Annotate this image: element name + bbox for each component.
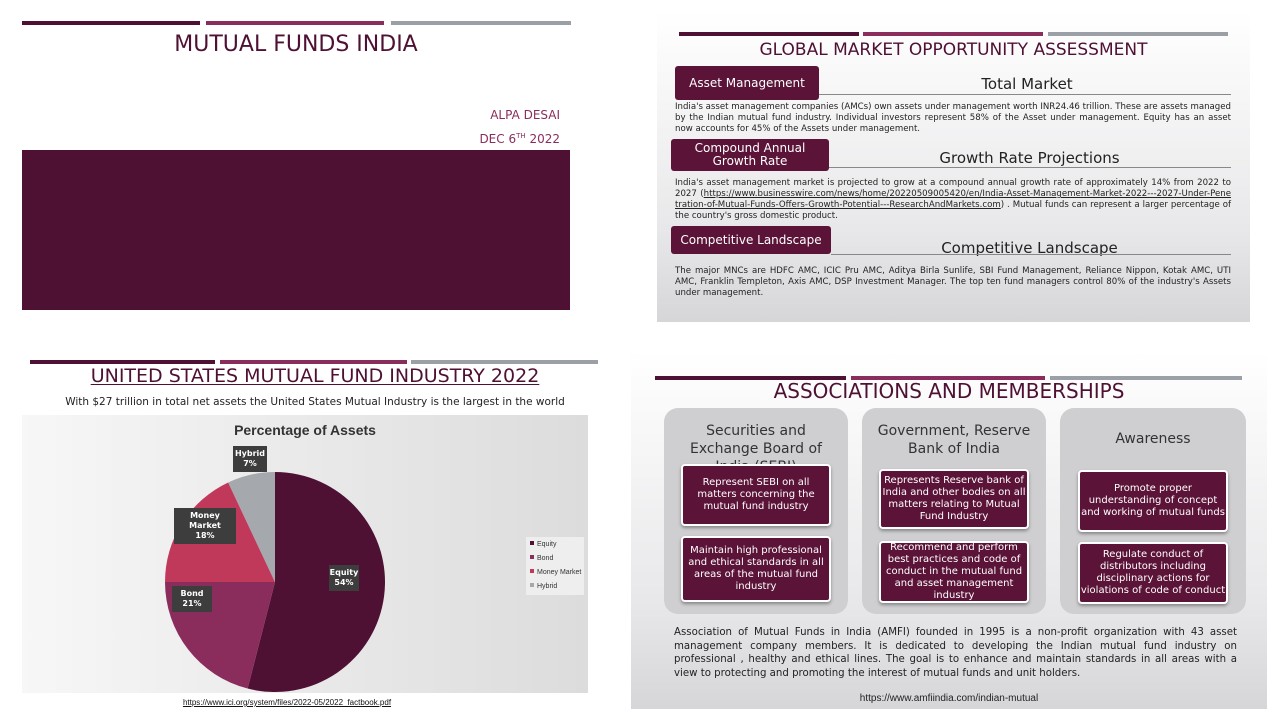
presentation-date: DEC 6TH 2022 [479, 132, 560, 146]
legend-swatch-bond [530, 555, 534, 559]
column-government: Government, Reserve Bank of India Repres… [862, 408, 1046, 614]
legend-label-money-market: Money Market [537, 569, 581, 576]
data-label-value: 7% [243, 459, 257, 468]
slide-title: UNITED STATES MUTUAL FUND INDUSTRY 2022 [90, 365, 540, 387]
accent-bar-mid [220, 360, 407, 364]
heading-total-market: Total Market [981, 75, 1073, 93]
slide-associations[interactable]: ASSOCIATIONS AND MEMBERSHIPS Securities … [631, 351, 1267, 709]
tag-compound-annual-growth-rate: Compound Annual Growth Rate [671, 139, 829, 171]
data-label-value: 18% [195, 531, 215, 540]
source-link[interactable]: https://www.ici.org/system/files/2022-05… [182, 698, 392, 707]
sebi-box-2: Maintain high professional and ethical s… [681, 536, 831, 602]
chart-title: Percentage of Assets [234, 422, 376, 438]
pie-chart-area: Percentage of Assets Equity Bond Money Mar… [22, 415, 588, 693]
data-label-category: Money Market [189, 511, 221, 530]
date-year: 2022 [525, 132, 560, 146]
date-suffix: TH [516, 132, 526, 140]
data-label-value: 21% [182, 599, 202, 608]
accent-bar-gray [411, 360, 598, 364]
column-awareness: Awareness Promote proper understanding o… [1060, 408, 1246, 614]
slide-title: GLOBAL MARKET OPPORTUNITY ASSESSMENT [759, 40, 1148, 60]
data-label-bond: Bond 21% [172, 586, 212, 612]
government-box-2: Recommend and perform best practices and… [879, 541, 1029, 603]
date-day: DEC 6 [479, 132, 517, 146]
divider-line [829, 167, 1231, 168]
heading-competitive-landscape: Competitive Landscape [941, 239, 1118, 257]
growth-rate-text: India's asset management market is proje… [675, 178, 1231, 222]
data-label-equity: Equity 54% [329, 565, 359, 591]
column-heading: Awareness [1115, 431, 1191, 447]
data-label-category: Equity [329, 568, 359, 577]
slide-mutual-funds-india[interactable]: MUTUAL FUNDS INDIA ALPA DESAI DEC 6TH 20… [20, 18, 572, 312]
awareness-box-1: Promote proper understanding of concept … [1078, 470, 1228, 532]
column-sebi: Securities and Exchange Board of India (… [664, 408, 848, 614]
amfi-link[interactable]: https://www.amfiindia.com/indian-mutual [859, 693, 1039, 704]
data-label-category: Hybrid [234, 449, 266, 458]
accent-bar-dark [22, 21, 200, 25]
title-color-block [22, 150, 570, 310]
growth-rate-text-end: ) . Mutual funds can represent a larger … [675, 200, 1231, 221]
column-heading: Government, Reserve Bank of India [877, 423, 1031, 457]
author-name: ALPA DESAI [490, 108, 560, 122]
pie-slices [165, 472, 386, 692]
legend-label-bond: Bond [537, 555, 553, 562]
growth-rate-text-start: India's asset management market is proje… [675, 178, 1231, 199]
pie-slice-hybrid [228, 472, 275, 582]
businesswire-link[interactable]: https://www.businesswire.com/news/home/2… [675, 189, 1231, 210]
chart-legend: Equity Bond Money Market Hybrid [526, 537, 584, 595]
government-box-1: Represents Reserve bank of India and oth… [879, 469, 1029, 529]
legend-swatch-money-market [530, 569, 534, 573]
legend-swatch-hybrid [530, 583, 534, 587]
competitive-landscape-text: The major MNCs are HDFC AMC, ICIC Pru AM… [675, 266, 1231, 298]
sebi-box-1: Represent SEBI on all matters concerning… [681, 464, 831, 526]
slide-subtitle: With $27 trillion in total net assets th… [65, 396, 565, 408]
pie-chart: Percentage of Assets Equity Bond Money Mar… [165, 422, 584, 692]
pie-slice-equity [247, 472, 386, 692]
divider-line [819, 94, 1231, 95]
data-label-hybrid: Hybrid 7% [233, 446, 267, 472]
slide-title: ASSOCIATIONS AND MEMBERSHIPS [773, 379, 1125, 403]
accent-bar-dark [655, 376, 846, 380]
legend-swatch-equity [530, 541, 534, 545]
amfi-paragraph: Association of Mutual Funds in India (AM… [674, 627, 1237, 679]
total-market-text: India's asset management companies (AMCs… [675, 102, 1231, 134]
slide-global-market[interactable]: GLOBAL MARKET OPPORTUNITY ASSESSMENT Ass… [657, 12, 1250, 322]
data-label-value: 54% [334, 578, 354, 587]
legend-background [526, 537, 584, 595]
legend-label-equity: Equity [537, 541, 557, 548]
accent-bar-mid [863, 32, 1043, 36]
heading-growth-rate-projections: Growth Rate Projections [939, 149, 1120, 167]
accent-bar-gray [1050, 376, 1242, 380]
accent-bar-gray [391, 21, 571, 25]
divider-line [831, 254, 1231, 255]
data-label-category: Bond [180, 589, 204, 598]
slide-title: MUTUAL FUNDS INDIA [174, 32, 418, 57]
legend-label-hybrid: Hybrid [537, 583, 557, 590]
accent-bar-dark [679, 32, 859, 36]
tag-competitive-landscape: Competitive Landscape [671, 226, 831, 254]
accent-bar-dark [30, 360, 215, 364]
slide-us-mutual-fund-industry[interactable]: UNITED STATES MUTUAL FUND INDUSTRY 2022 … [20, 355, 610, 717]
tag-asset-management: Asset Management [675, 66, 819, 100]
data-label-money-market: Money Market 18% [174, 508, 236, 544]
accent-bar-gray [1048, 32, 1228, 36]
accent-bar-mid [851, 376, 1045, 380]
awareness-box-2: Regulate conduct of distributors includi… [1078, 542, 1228, 604]
accent-bar-mid [206, 21, 384, 25]
